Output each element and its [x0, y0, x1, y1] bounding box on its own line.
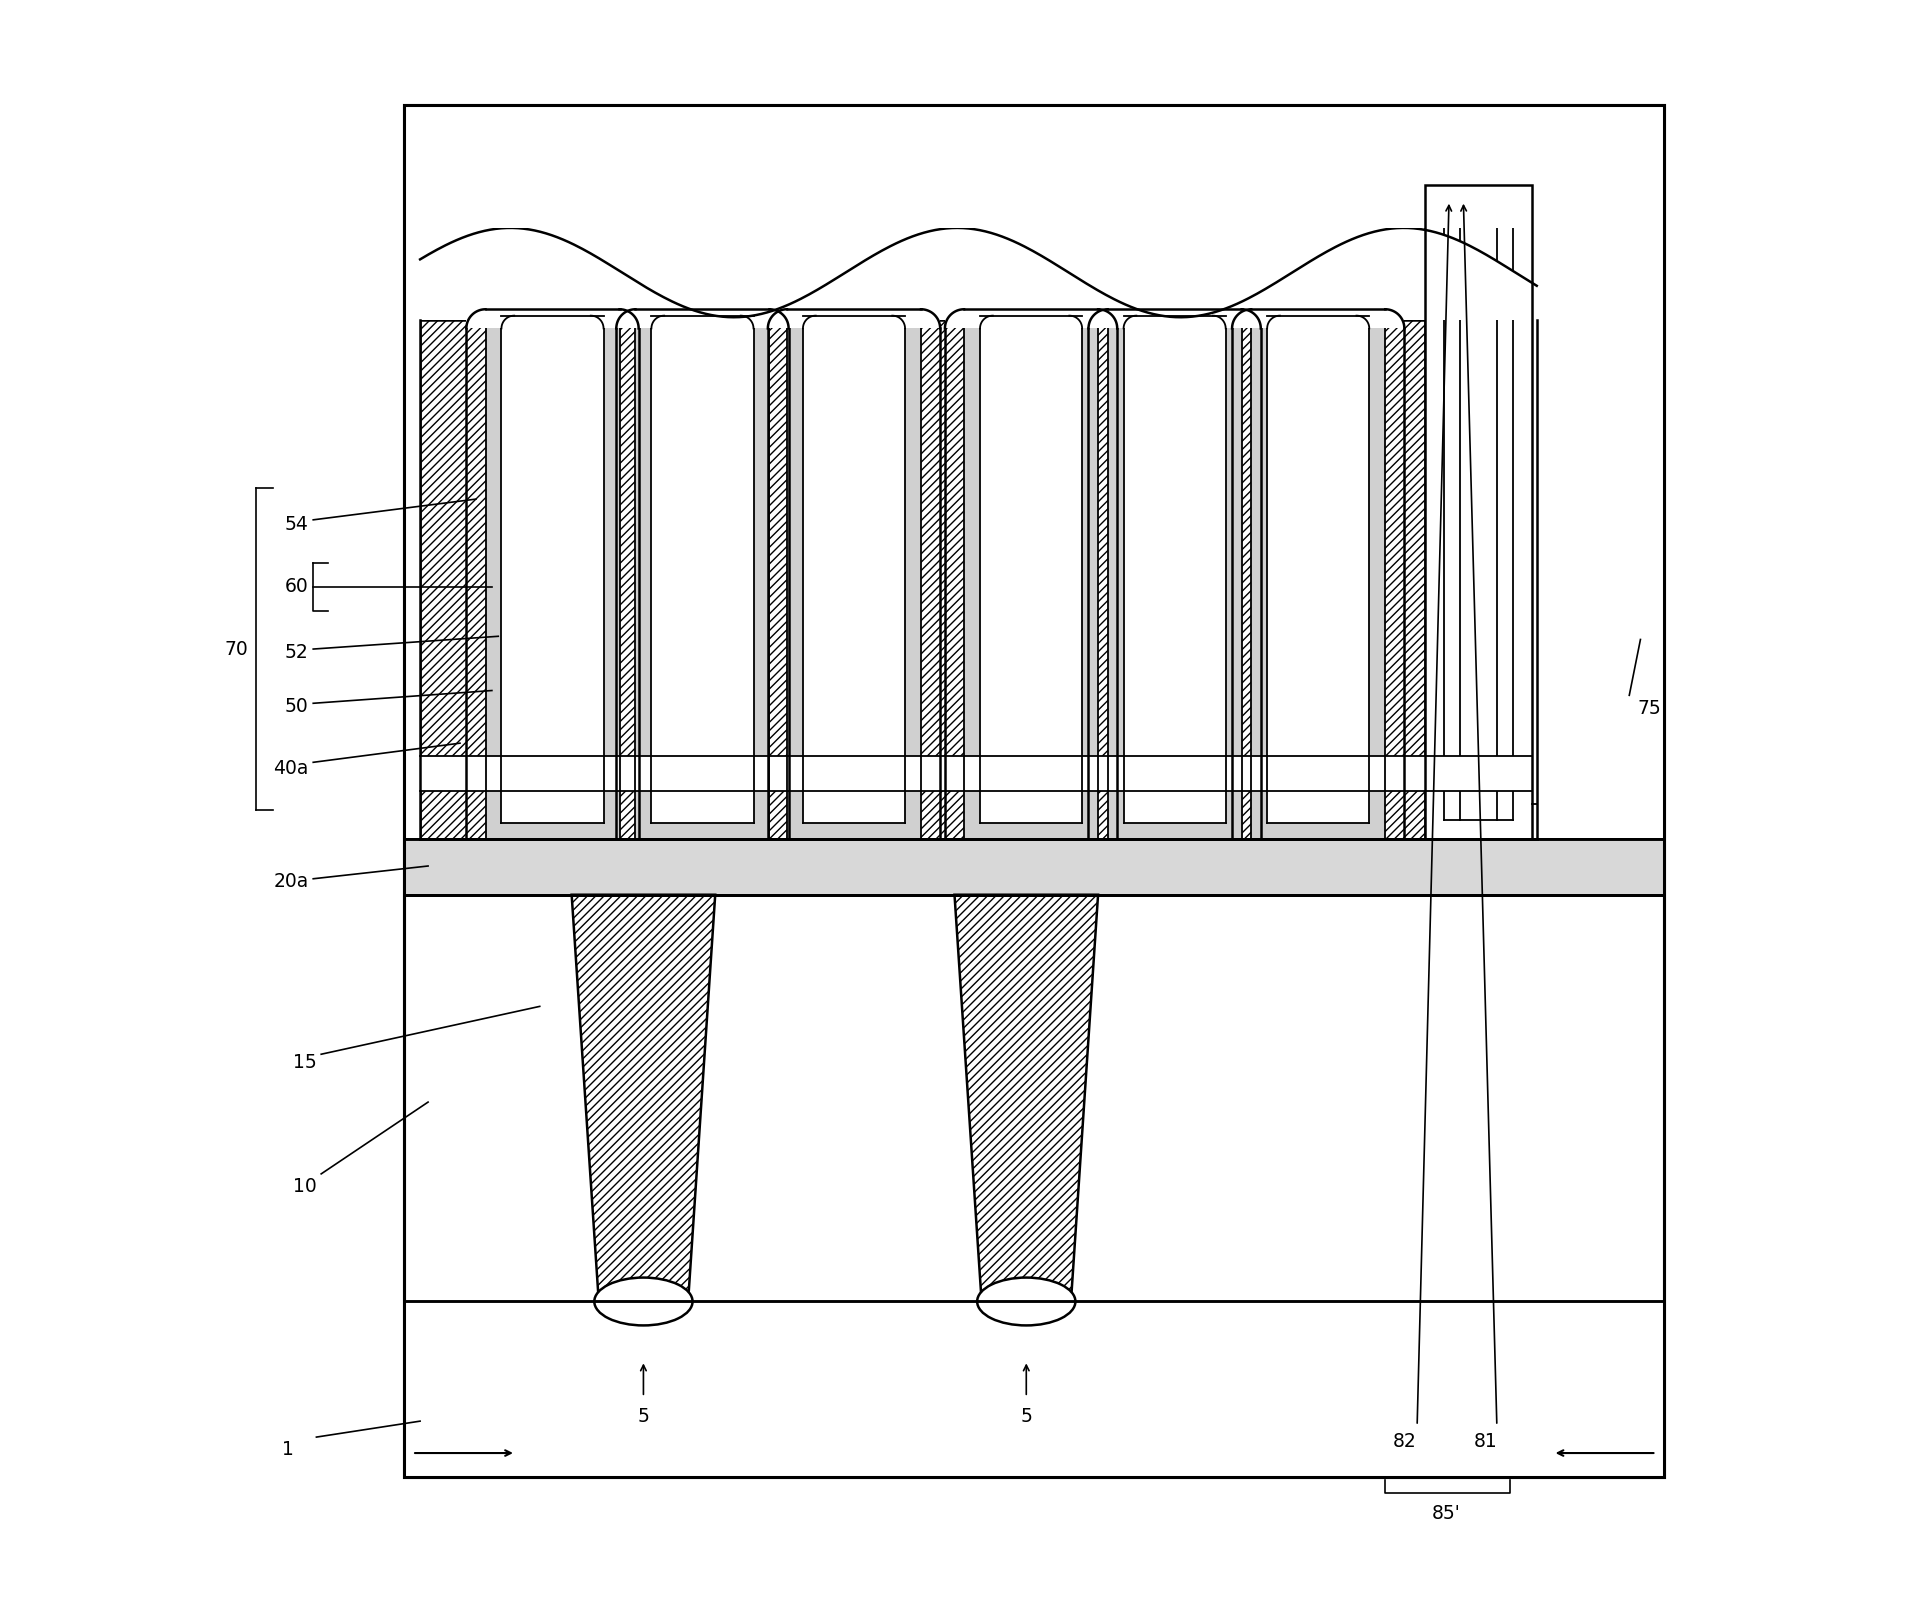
Bar: [485, 823, 620, 839]
Text: 60: 60: [284, 577, 309, 596]
Bar: [1445, 185, 1460, 820]
Bar: [1107, 329, 1124, 823]
Text: 5: 5: [638, 1406, 649, 1425]
Bar: [1250, 823, 1386, 839]
Bar: [420, 756, 1531, 791]
Bar: [1426, 105, 1537, 839]
Bar: [617, 300, 788, 329]
Bar: [905, 329, 920, 823]
Bar: [420, 321, 1537, 839]
Bar: [979, 329, 1082, 823]
Bar: [1124, 329, 1226, 823]
Bar: [1426, 185, 1531, 839]
Bar: [485, 329, 502, 823]
Bar: [466, 300, 640, 329]
Bar: [787, 329, 920, 839]
Bar: [1445, 185, 1512, 820]
Bar: [1369, 329, 1386, 823]
Bar: [1426, 185, 1531, 839]
Text: 70: 70: [223, 639, 248, 658]
Bar: [420, 305, 1537, 321]
Bar: [964, 329, 1098, 839]
Bar: [1107, 823, 1241, 839]
Bar: [1082, 329, 1098, 823]
Bar: [1460, 185, 1497, 820]
Bar: [405, 105, 420, 839]
Bar: [1531, 105, 1665, 839]
Text: 75: 75: [1638, 698, 1661, 718]
Bar: [1497, 185, 1512, 820]
Bar: [964, 329, 979, 823]
Text: 52: 52: [284, 642, 309, 662]
Bar: [420, 105, 1537, 229]
Bar: [405, 105, 1665, 229]
Bar: [767, 300, 939, 329]
Polygon shape: [420, 229, 1537, 318]
Bar: [636, 823, 769, 839]
Bar: [1088, 300, 1260, 329]
Text: 1: 1: [283, 1440, 294, 1459]
Bar: [945, 300, 1117, 329]
Bar: [603, 329, 620, 823]
Bar: [754, 329, 769, 823]
Bar: [485, 329, 620, 839]
Bar: [1107, 329, 1241, 839]
Bar: [636, 329, 651, 823]
Bar: [787, 329, 804, 823]
Bar: [502, 329, 603, 823]
Text: 40a: 40a: [273, 759, 309, 778]
Text: 82: 82: [1392, 1432, 1416, 1451]
Text: 15: 15: [292, 1053, 317, 1072]
Bar: [405, 1301, 1665, 1477]
Bar: [1250, 329, 1386, 839]
Text: 50: 50: [284, 697, 309, 716]
Text: 10: 10: [292, 1178, 317, 1197]
Ellipse shape: [977, 1277, 1075, 1325]
Bar: [964, 823, 1098, 839]
Text: 54: 54: [284, 515, 309, 534]
Text: 20a: 20a: [273, 873, 309, 892]
Bar: [405, 105, 1665, 1477]
Bar: [1250, 329, 1268, 823]
Text: 5: 5: [1019, 1406, 1033, 1425]
Bar: [787, 823, 920, 839]
Polygon shape: [571, 895, 716, 1301]
Bar: [1226, 329, 1241, 823]
Bar: [1231, 300, 1405, 329]
Bar: [804, 329, 905, 823]
Bar: [405, 839, 1665, 895]
Bar: [636, 329, 769, 839]
Text: 81: 81: [1474, 1432, 1497, 1451]
Polygon shape: [954, 895, 1098, 1301]
Text: 85': 85': [1432, 1504, 1460, 1523]
Bar: [405, 105, 1665, 1477]
Bar: [651, 329, 754, 823]
Ellipse shape: [594, 1277, 693, 1325]
Bar: [1268, 329, 1369, 823]
